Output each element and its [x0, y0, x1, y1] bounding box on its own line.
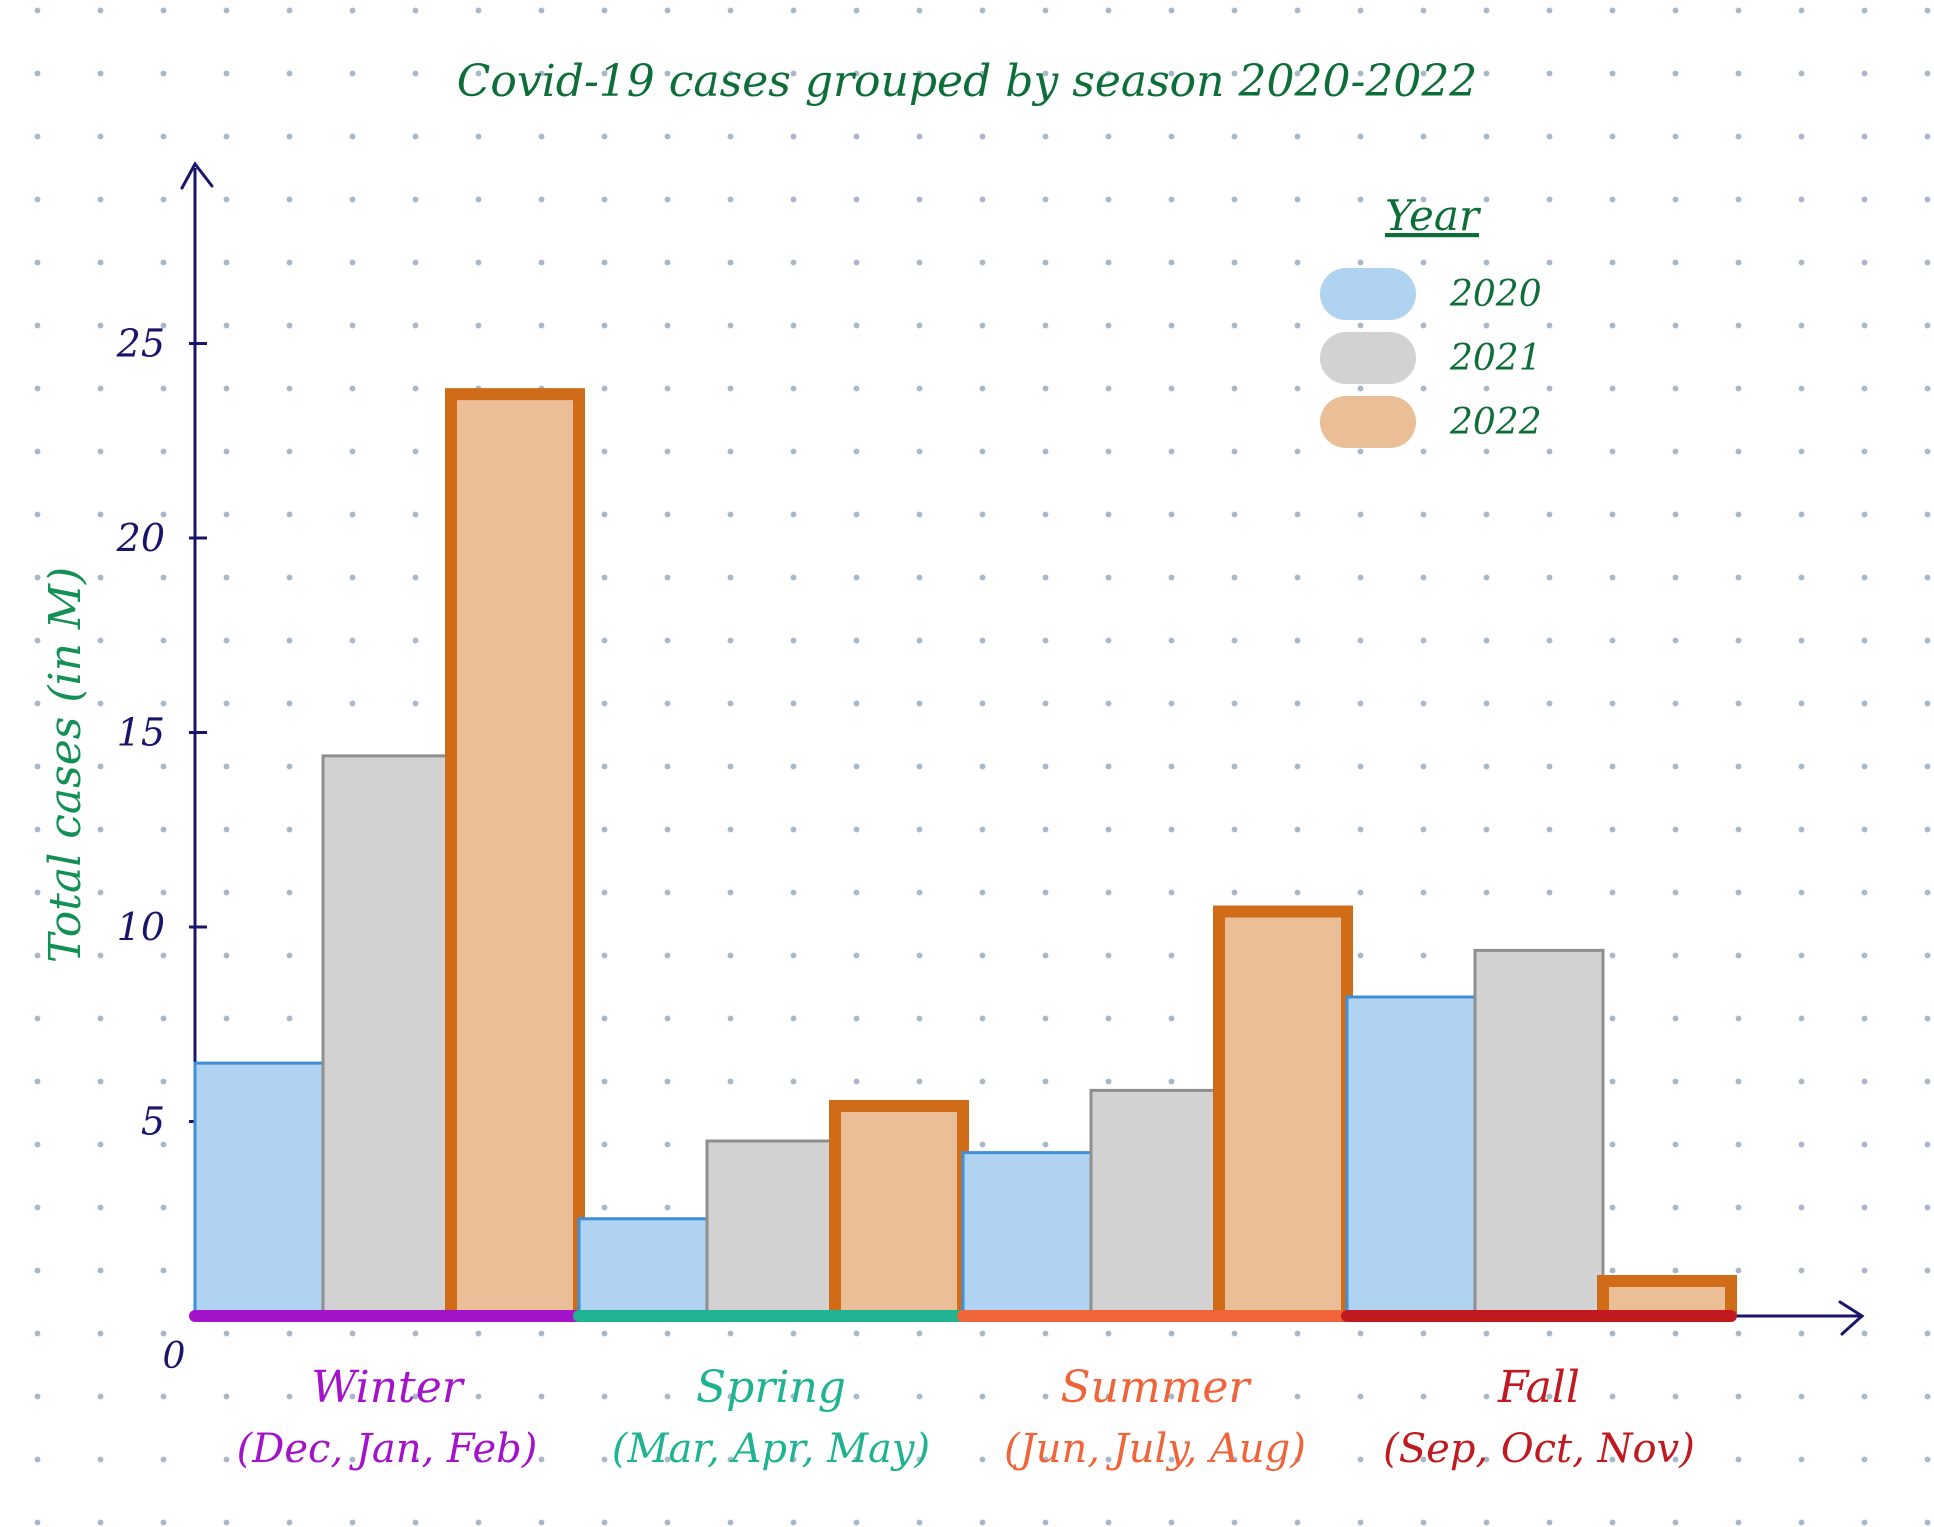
legend-title: Year [1385, 191, 1482, 240]
x-axis-labels: Winter (Dec, Jan, Feb) Spring (Mar, Apr, Ma… [237, 1362, 1695, 1472]
y-tick-label: 20 [116, 516, 165, 560]
legend-label-2021: 2021 [1449, 338, 1542, 379]
bar-outline-2022-winter [445, 388, 585, 1316]
y-tick-label: 25 [116, 322, 165, 366]
x-axis-arrowhead [1838, 1300, 1865, 1336]
legend-label-2022: 2022 [1449, 402, 1542, 443]
bar-2020-spring [579, 1218, 707, 1316]
y-tick-label: 15 [117, 711, 165, 755]
legend-swatch-2022 [1320, 396, 1416, 448]
x-category-label: Summer [1061, 1362, 1253, 1413]
bars [193, 388, 1737, 1316]
bar-2020-summer [963, 1152, 1091, 1316]
x-category-sublabel: (Sep, Oct, Nov) [1383, 1426, 1695, 1472]
x-category-sublabel: (Mar, Apr, May) [612, 1426, 930, 1472]
y-axis-label: Total cases (in M) [40, 567, 91, 963]
y-tick-label: 5 [141, 1100, 165, 1144]
chart-title: Covid-19 cases grouped by season 2020-20… [457, 56, 1478, 107]
bar-2022-summer [1219, 911, 1347, 1316]
x-category-label: Spring [696, 1362, 846, 1413]
legend-swatch-2021 [1320, 332, 1416, 384]
legend-label-2020: 2020 [1449, 274, 1542, 315]
x-category-sublabel: (Dec, Jan, Feb) [237, 1426, 538, 1472]
y-origin-label: 0 [163, 1336, 186, 1377]
bar-2020-fall [1347, 997, 1475, 1316]
bar-outline-2022-fall [1597, 1274, 1737, 1316]
x-category-label: Winter [311, 1362, 466, 1413]
x-category-label: Fall [1497, 1362, 1580, 1413]
legend: Year 2020 2021 2022 [1320, 191, 1542, 448]
y-tick-label: 10 [117, 905, 165, 949]
bar-2022-winter [451, 394, 579, 1316]
bar-2020-winter [195, 1063, 323, 1316]
bar-2021-summer [1091, 1090, 1219, 1316]
bar-2021-winter [323, 755, 451, 1316]
legend-swatch-2020 [1320, 268, 1416, 320]
y-axis-arrowhead [180, 161, 214, 190]
y-axis-ticks: 5 10 15 20 25 0 [116, 322, 207, 1377]
x-category-sublabel: (Jun, July, Aug) [1004, 1426, 1306, 1472]
bar-outline-2021-fall [1473, 948, 1605, 1316]
bar-2021-fall [1475, 950, 1603, 1316]
bar-2021-spring [707, 1140, 835, 1316]
bar-2022-spring [835, 1105, 963, 1316]
